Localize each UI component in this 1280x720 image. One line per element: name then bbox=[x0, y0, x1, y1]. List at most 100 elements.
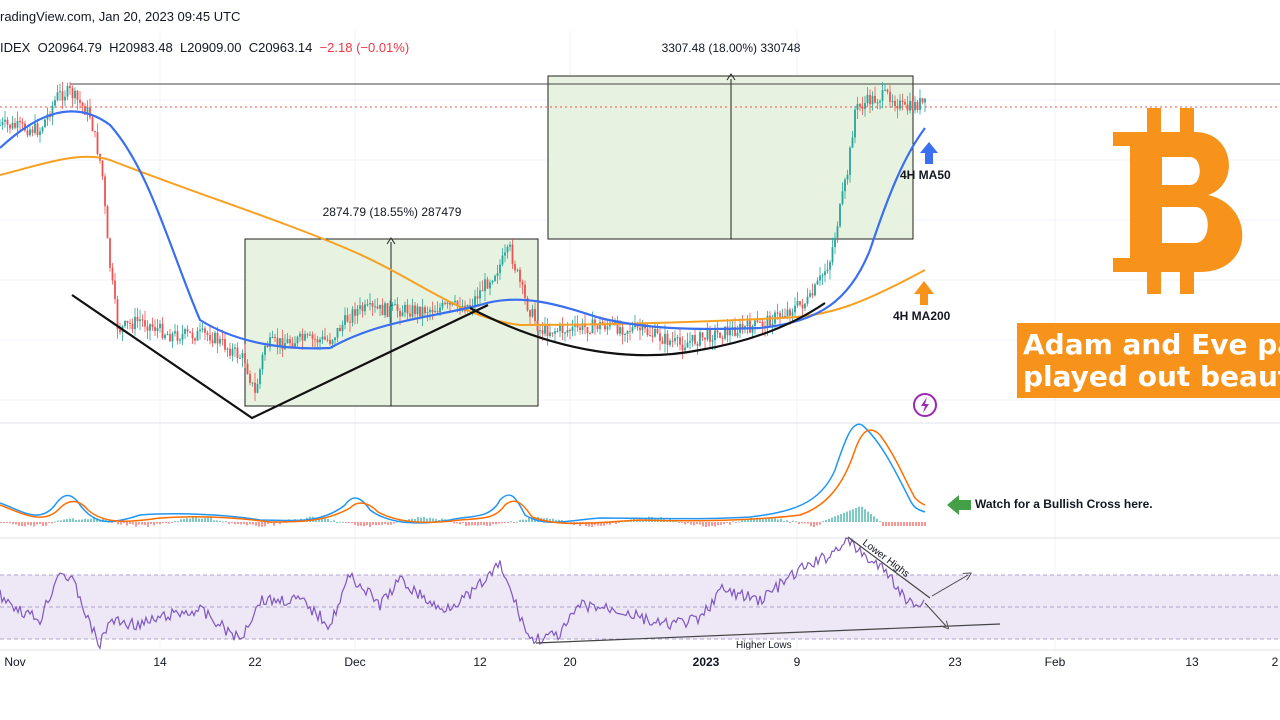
macd-bar bbox=[492, 522, 494, 525]
candle-body bbox=[426, 312, 429, 314]
macd-bar bbox=[483, 522, 485, 526]
candle-body bbox=[476, 296, 479, 299]
macd-bar bbox=[261, 522, 263, 527]
macd-bar bbox=[351, 522, 353, 524]
candle-body bbox=[779, 312, 781, 317]
candle-body bbox=[39, 131, 41, 136]
candle-body bbox=[771, 323, 774, 327]
candle-body bbox=[204, 328, 206, 333]
macd-bar bbox=[90, 518, 92, 522]
macd-note: Watch for a Bullish Cross here. bbox=[975, 497, 1153, 511]
candle-body bbox=[709, 329, 711, 342]
macd-bar bbox=[42, 522, 44, 527]
macd-bar bbox=[879, 521, 881, 523]
macd-bar bbox=[156, 522, 158, 524]
candle-body bbox=[4, 119, 6, 122]
candle-body bbox=[524, 284, 526, 298]
candle-body bbox=[416, 306, 419, 315]
macd-bar bbox=[771, 517, 773, 522]
macd-bar bbox=[480, 522, 482, 525]
candle-body bbox=[884, 89, 886, 91]
candle-body bbox=[454, 300, 456, 303]
candle-body bbox=[239, 357, 241, 359]
candle-body bbox=[336, 327, 339, 338]
candle-body bbox=[539, 330, 541, 332]
candle-body bbox=[484, 279, 486, 292]
candle-body bbox=[594, 319, 596, 326]
macd-bar bbox=[327, 518, 329, 522]
candle-body bbox=[151, 324, 154, 328]
candle-body bbox=[719, 332, 721, 338]
macd-bar bbox=[348, 522, 350, 523]
candle-body bbox=[291, 343, 294, 348]
candle-body bbox=[514, 263, 516, 271]
candle-body bbox=[846, 174, 849, 180]
candle-body bbox=[806, 296, 809, 304]
macd-bar bbox=[174, 520, 176, 522]
up-arrow-icon bbox=[914, 281, 934, 305]
candle-body bbox=[799, 301, 801, 305]
candle-body bbox=[219, 339, 221, 344]
candle-body bbox=[101, 160, 104, 177]
bitcoin-icon bbox=[1113, 108, 1243, 294]
macd-bar bbox=[93, 516, 95, 522]
candle-body bbox=[921, 98, 924, 103]
macd-bar bbox=[471, 522, 473, 526]
candle-body bbox=[149, 324, 151, 331]
macd-bar bbox=[153, 522, 155, 526]
symbol-fragment: IDEX bbox=[0, 40, 31, 55]
macd-bar bbox=[363, 522, 365, 527]
candle-body bbox=[251, 382, 254, 384]
macd-bar bbox=[774, 517, 776, 522]
macd-bar bbox=[708, 522, 710, 527]
macd-bar bbox=[120, 522, 122, 525]
candle-body bbox=[881, 90, 884, 101]
candle-body bbox=[76, 90, 79, 100]
candle-body bbox=[789, 309, 791, 316]
candle-body bbox=[859, 104, 861, 107]
x-tick-label: 20 bbox=[563, 655, 577, 669]
candle-body bbox=[269, 337, 271, 347]
candle-body bbox=[599, 322, 601, 330]
macd-bar bbox=[204, 518, 206, 522]
macd-bar bbox=[510, 521, 512, 523]
macd-bar bbox=[840, 514, 842, 522]
macd-bar bbox=[354, 522, 356, 525]
macd-bar bbox=[417, 517, 419, 522]
macd-bar bbox=[864, 509, 866, 522]
candle-body bbox=[326, 339, 329, 341]
candle-body bbox=[66, 85, 69, 97]
macd-bar bbox=[867, 511, 869, 522]
candle-body bbox=[741, 324, 744, 330]
macd-bar bbox=[816, 522, 818, 526]
candle-body bbox=[271, 336, 274, 338]
candle-body bbox=[281, 338, 284, 350]
candle-body bbox=[159, 323, 161, 328]
candle-body bbox=[716, 330, 719, 333]
candle-body bbox=[681, 344, 684, 351]
candle-body bbox=[276, 337, 279, 346]
candle-body bbox=[411, 305, 414, 317]
candle-body bbox=[729, 328, 731, 336]
candle-body bbox=[756, 320, 759, 322]
macd-bar bbox=[777, 519, 779, 522]
candle-body bbox=[209, 334, 211, 341]
macd-bar bbox=[87, 519, 89, 522]
macd-bar bbox=[183, 518, 185, 522]
candle-body bbox=[196, 331, 199, 341]
macd-bar bbox=[369, 522, 371, 527]
open-value: O20964.79 bbox=[37, 40, 102, 55]
candle-body bbox=[626, 330, 629, 334]
candle-body bbox=[429, 309, 431, 313]
macd-bar bbox=[66, 519, 68, 522]
candle-body bbox=[356, 308, 359, 316]
macd-bar bbox=[873, 516, 875, 522]
candle-body bbox=[126, 320, 129, 323]
candle-body bbox=[556, 330, 559, 332]
lightning-icon[interactable] bbox=[913, 393, 937, 417]
macd-bar bbox=[912, 522, 914, 526]
candle-body bbox=[759, 321, 761, 323]
macd-bar bbox=[714, 522, 716, 527]
macd-bar bbox=[420, 517, 422, 522]
